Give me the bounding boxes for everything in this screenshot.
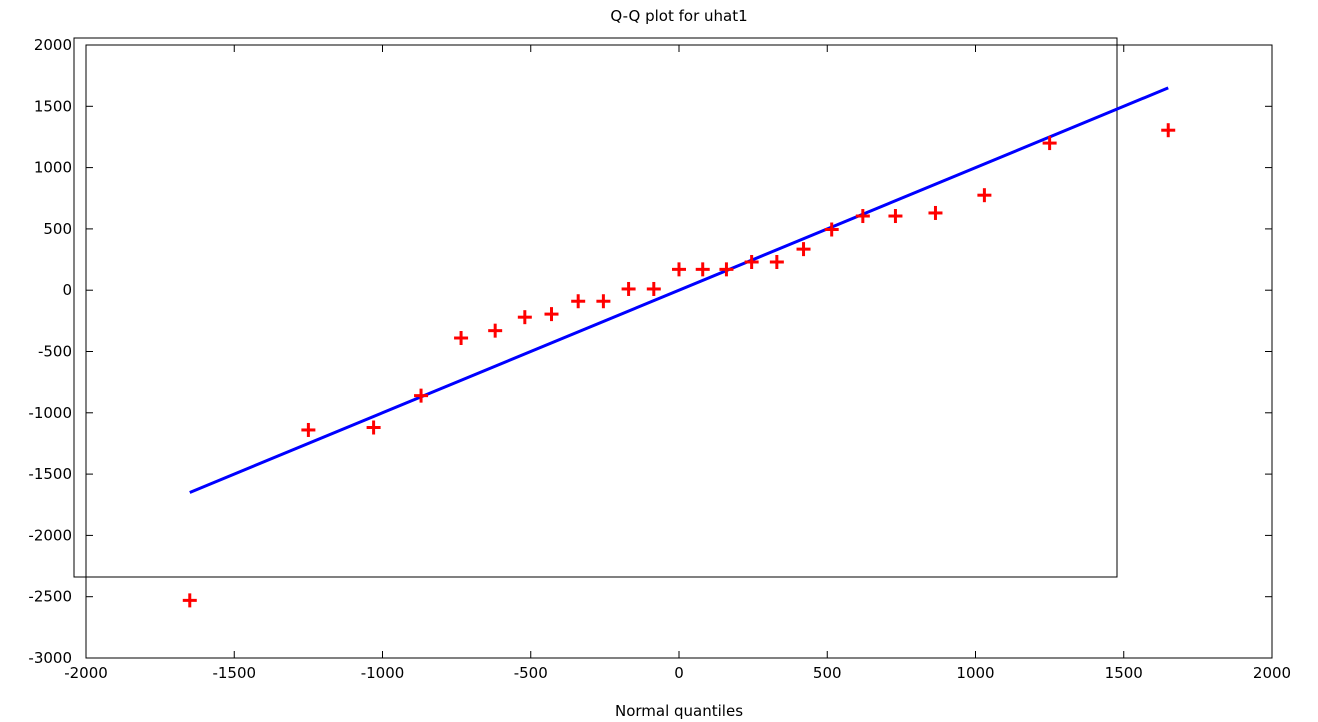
x-tick-label: 500 — [813, 664, 842, 682]
data-point — [796, 242, 811, 257]
data-point — [672, 262, 686, 277]
y-tick-label: 1500 — [34, 97, 72, 115]
y-tick-label: -1000 — [28, 404, 72, 422]
data-point — [517, 310, 532, 325]
x-tick-label: 0 — [674, 664, 684, 682]
data-point — [544, 307, 559, 322]
data-point — [488, 323, 503, 338]
y-tick-label: -2500 — [28, 588, 72, 606]
y-tick-label: 2000 — [34, 36, 72, 54]
x-tick-label: -1000 — [361, 664, 405, 682]
data-point — [855, 209, 870, 224]
y-tick-label: 1000 — [34, 159, 72, 177]
data-point — [719, 262, 734, 277]
data-point — [888, 209, 903, 224]
inset-frame — [73, 37, 1118, 578]
x-tick-label: 1000 — [956, 664, 994, 682]
data-point — [182, 593, 197, 608]
data-point — [414, 388, 429, 403]
y-axis-ticks: 2000 1500 1000 500 0 -500 -1000 -1500 -2000 -2500… — [28, 36, 1272, 667]
y-tick-label: -1500 — [28, 465, 72, 483]
x-tick-label: -2000 — [64, 664, 108, 682]
x-tick-label: -1500 — [212, 664, 256, 682]
data-point — [646, 281, 661, 296]
y-tick-label: -2000 — [28, 526, 72, 544]
data-point — [769, 255, 784, 270]
y-tick-label: -500 — [38, 343, 72, 361]
data-point — [596, 294, 611, 309]
x-axis-ticks: -2000 -1500 -1000 -500 0 500 1000 1500 2000 — [64, 45, 1291, 682]
data-point — [1042, 136, 1057, 151]
data-point — [977, 188, 992, 203]
y-tick-label: 0 — [62, 281, 72, 299]
x-tick-label: 1500 — [1105, 664, 1143, 682]
quantile-points-series — [182, 123, 1176, 608]
data-point — [301, 422, 316, 437]
reference-line — [189, 86, 1169, 494]
y-tick-label: 500 — [43, 220, 72, 238]
x-axis-label: Normal quantiles — [615, 702, 743, 720]
reference-line-series — [189, 86, 1169, 494]
plot-area-frame — [85, 44, 1273, 659]
data-point — [454, 331, 469, 346]
data-point — [366, 420, 381, 435]
chart-title: Q-Q plot for uhat1 — [610, 7, 747, 25]
data-point — [824, 222, 839, 237]
data-point — [571, 294, 586, 309]
data-point — [744, 255, 759, 270]
data-point — [928, 205, 943, 220]
data-point — [695, 262, 710, 277]
data-point — [1161, 123, 1176, 138]
data-point — [621, 281, 636, 296]
x-tick-label: 2000 — [1253, 664, 1291, 682]
x-tick-label: -500 — [514, 664, 548, 682]
y-tick-label: -3000 — [28, 649, 72, 667]
